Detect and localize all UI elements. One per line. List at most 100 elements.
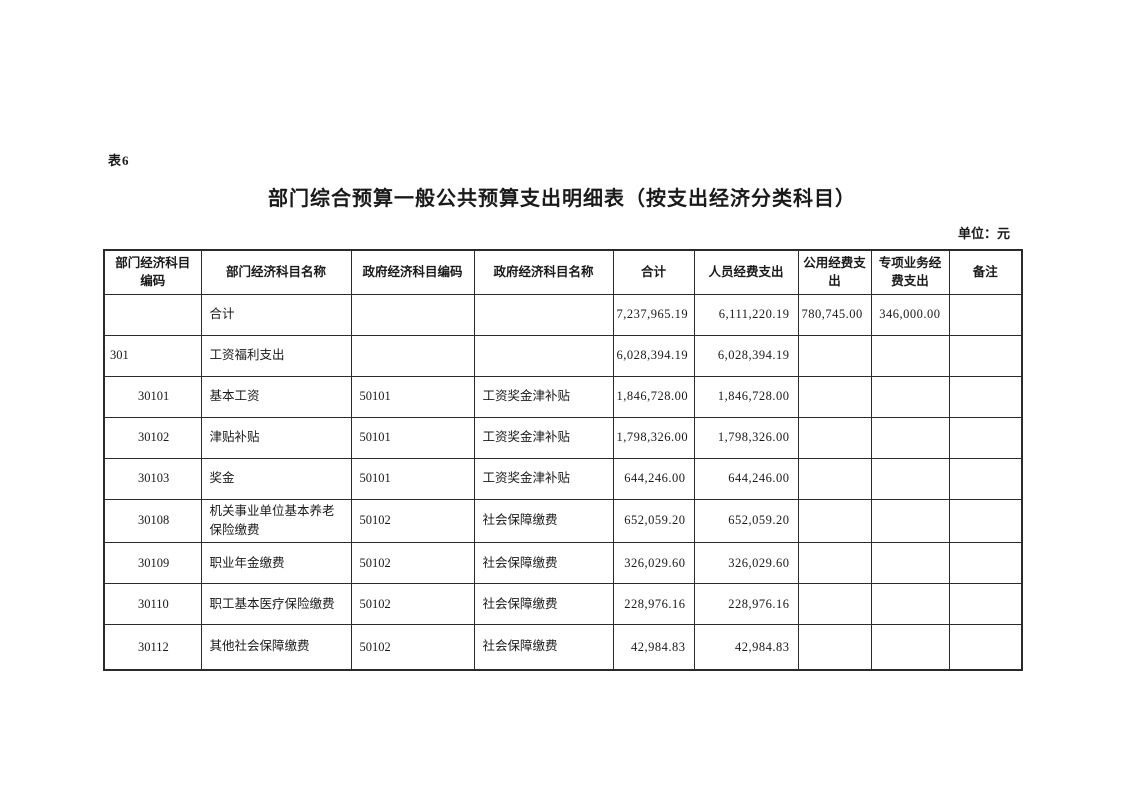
table-row: 30101 基本工资 50101 工资奖金津补贴 1,846,728.00 1,… xyxy=(103,375,1023,418)
cell-special-fund xyxy=(870,542,950,585)
cell-note xyxy=(948,375,1023,418)
cell-dept-code: 30109 xyxy=(103,542,202,585)
table-header-row: 部门经济科目 编码 部门经济科目名称 政府经济科目编码 政府经济科目名称 合计 … xyxy=(103,249,1023,295)
cell-total: 1,846,728.00 xyxy=(612,375,695,418)
cell-personnel: 6,111,220.19 xyxy=(693,293,799,336)
cell-public-fund: 780,745.00 xyxy=(797,293,872,336)
cell-gov-code: 50101 xyxy=(350,375,475,418)
cell-public-fund xyxy=(797,583,872,626)
cell-personnel: 1,846,728.00 xyxy=(693,375,799,418)
cell-note xyxy=(948,498,1023,544)
cell-dept-name: 其他社会保障缴费 xyxy=(200,624,352,671)
cell-gov-code: 50102 xyxy=(350,583,475,626)
cell-note xyxy=(948,457,1023,500)
unit-label: 单位：元 xyxy=(957,226,1010,241)
table-number-tag: 表6 xyxy=(108,153,130,168)
col-header-gov-code: 政府经济科目编码 xyxy=(350,249,475,295)
cell-public-fund xyxy=(797,416,872,459)
col-header-personnel: 人员经费支出 xyxy=(693,249,799,295)
table-row: 合计 7,237,965.19 6,111,220.19 780,745.00 … xyxy=(103,293,1023,336)
cell-dept-name: 机关事业单位基本养老保险缴费 xyxy=(200,498,352,544)
cell-gov-name: 社会保障缴费 xyxy=(473,583,614,626)
cell-gov-code: 50101 xyxy=(350,457,475,500)
table-row: 301 工资福利支出 6,028,394.19 6,028,394.19 xyxy=(103,334,1023,377)
cell-public-fund xyxy=(797,457,872,500)
cell-dept-name: 基本工资 xyxy=(200,375,352,418)
cell-note xyxy=(948,624,1023,671)
cell-special-fund xyxy=(870,624,950,671)
cell-gov-name: 社会保障缴费 xyxy=(473,624,614,671)
cell-dept-code: 30103 xyxy=(103,457,202,500)
cell-personnel: 1,798,326.00 xyxy=(693,416,799,459)
cell-dept-code: 30102 xyxy=(103,416,202,459)
cell-personnel: 326,029.60 xyxy=(693,542,799,585)
cell-public-fund xyxy=(797,375,872,418)
cell-total: 6,028,394.19 xyxy=(612,334,695,377)
col-header-gov-name: 政府经济科目名称 xyxy=(473,249,614,295)
table-row: 30108 机关事业单位基本养老保险缴费 50102 社会保障缴费 652,05… xyxy=(103,498,1023,544)
table-row: 30112 其他社会保障缴费 50102 社会保障缴费 42,984.83 42… xyxy=(103,624,1023,671)
cell-gov-name: 工资奖金津补贴 xyxy=(473,375,614,418)
cell-total: 652,059.20 xyxy=(612,498,695,544)
cell-dept-code: 30101 xyxy=(103,375,202,418)
cell-special-fund xyxy=(870,375,950,418)
cell-total: 644,246.00 xyxy=(612,457,695,500)
cell-public-fund xyxy=(797,498,872,544)
cell-note xyxy=(948,334,1023,377)
cell-gov-code: 50102 xyxy=(350,498,475,544)
cell-total: 326,029.60 xyxy=(612,542,695,585)
cell-dept-code: 30110 xyxy=(103,583,202,626)
cell-dept-name: 工资福利支出 xyxy=(200,334,352,377)
cell-dept-name: 职业年金缴费 xyxy=(200,542,352,585)
cell-dept-name: 奖金 xyxy=(200,457,352,500)
cell-gov-name: 工资奖金津补贴 xyxy=(473,457,614,500)
cell-gov-code: 50101 xyxy=(350,416,475,459)
cell-total: 42,984.83 xyxy=(612,624,695,671)
cell-gov-name: 工资奖金津补贴 xyxy=(473,416,614,459)
cell-total: 1,798,326.00 xyxy=(612,416,695,459)
cell-special-fund xyxy=(870,457,950,500)
cell-dept-code: 30112 xyxy=(103,624,202,671)
table-row: 30102 津贴补贴 50101 工资奖金津补贴 1,798,326.00 1,… xyxy=(103,416,1023,459)
col-header-note: 备注 xyxy=(948,249,1023,295)
cell-special-fund xyxy=(870,498,950,544)
col-header-dept-code: 部门经济科目 编码 xyxy=(103,249,202,295)
cell-special-fund xyxy=(870,334,950,377)
cell-personnel: 42,984.83 xyxy=(693,624,799,671)
cell-gov-code xyxy=(350,293,475,336)
cell-special-fund: 346,000.00 xyxy=(870,293,950,336)
col-header-dept-name: 部门经济科目名称 xyxy=(200,249,352,295)
cell-public-fund xyxy=(797,334,872,377)
cell-dept-code xyxy=(103,293,202,336)
cell-total: 228,976.16 xyxy=(612,583,695,626)
cell-special-fund xyxy=(870,583,950,626)
table-row: 30110 职工基本医疗保险缴费 50102 社会保障缴费 228,976.16… xyxy=(103,583,1023,626)
cell-note xyxy=(948,583,1023,626)
cell-dept-name: 职工基本医疗保险缴费 xyxy=(200,583,352,626)
col-header-total: 合计 xyxy=(612,249,695,295)
cell-dept-name: 合计 xyxy=(200,293,352,336)
cell-personnel: 644,246.00 xyxy=(693,457,799,500)
cell-gov-name xyxy=(473,293,614,336)
cell-total: 7,237,965.19 xyxy=(612,293,695,336)
col-header-special-fund: 专项业务经 费支出 xyxy=(870,249,950,295)
cell-personnel: 6,028,394.19 xyxy=(693,334,799,377)
table-row: 30109 职业年金缴费 50102 社会保障缴费 326,029.60 326… xyxy=(103,542,1023,585)
cell-note xyxy=(948,416,1023,459)
cell-personnel: 228,976.16 xyxy=(693,583,799,626)
cell-gov-name: 社会保障缴费 xyxy=(473,498,614,544)
cell-dept-code: 301 xyxy=(103,334,202,377)
cell-dept-code: 30108 xyxy=(103,498,202,544)
col-header-public-fund: 公用经费支 出 xyxy=(797,249,872,295)
cell-public-fund xyxy=(797,624,872,671)
cell-gov-code: 50102 xyxy=(350,624,475,671)
cell-special-fund xyxy=(870,416,950,459)
cell-note xyxy=(948,542,1023,585)
cell-public-fund xyxy=(797,542,872,585)
cell-note xyxy=(948,293,1023,336)
cell-personnel: 652,059.20 xyxy=(693,498,799,544)
cell-gov-code: 50102 xyxy=(350,542,475,585)
page-title: 部门综合预算一般公共预算支出明细表（按支出经济分类科目） xyxy=(268,188,856,210)
cell-dept-name: 津贴补贴 xyxy=(200,416,352,459)
